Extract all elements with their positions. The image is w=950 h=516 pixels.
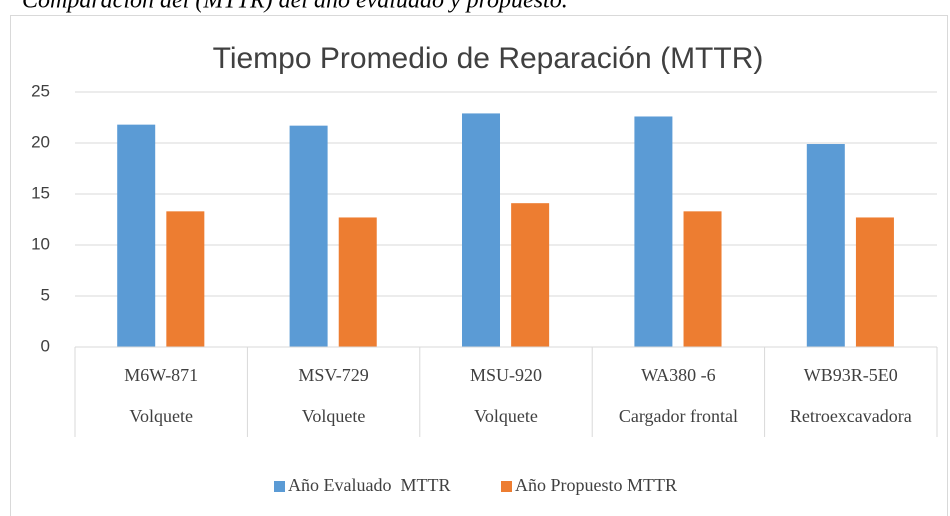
legend-swatch [501,481,512,492]
x-tick-label: MSV-729 [298,365,368,385]
y-tick-label: 25 [31,81,50,100]
bar [289,125,328,347]
bar [338,217,377,347]
x-group-label: Retroexcavadora [790,406,912,426]
x-group-label: Volquete [129,406,193,426]
x-tick-label: M6W-871 [124,365,198,385]
bar [683,211,722,347]
legend-label: Año Evaluado MTTR [288,475,450,495]
bar [166,211,205,347]
y-tick-label: 10 [31,234,50,253]
chart-title: Tiempo Promedio de Reparación (MTTR) [213,42,764,75]
chart-border [10,15,948,516]
x-group-label: Volquete [302,406,366,426]
bar [511,203,550,347]
caption: Comparación del (MTTR) del año evaluado … [22,0,568,14]
x-tick-label: WA380 -6 [641,365,716,385]
bar [855,217,894,347]
bar [634,116,673,347]
x-group-label: Volquete [474,406,538,426]
x-tick-label: WB93R-5E0 [804,365,898,385]
bar [806,144,845,347]
y-tick-label: 0 [41,336,50,355]
bar [462,113,501,347]
x-tick-label: MSU-920 [470,365,542,385]
y-tick-label: 5 [41,285,50,304]
legend-swatch [274,481,285,492]
y-tick-label: 20 [31,132,50,151]
bar [117,124,156,347]
y-tick-label: 15 [31,183,50,202]
x-group-label: Cargador frontal [619,406,738,426]
legend-label: Año Propuesto MTTR [515,475,677,495]
